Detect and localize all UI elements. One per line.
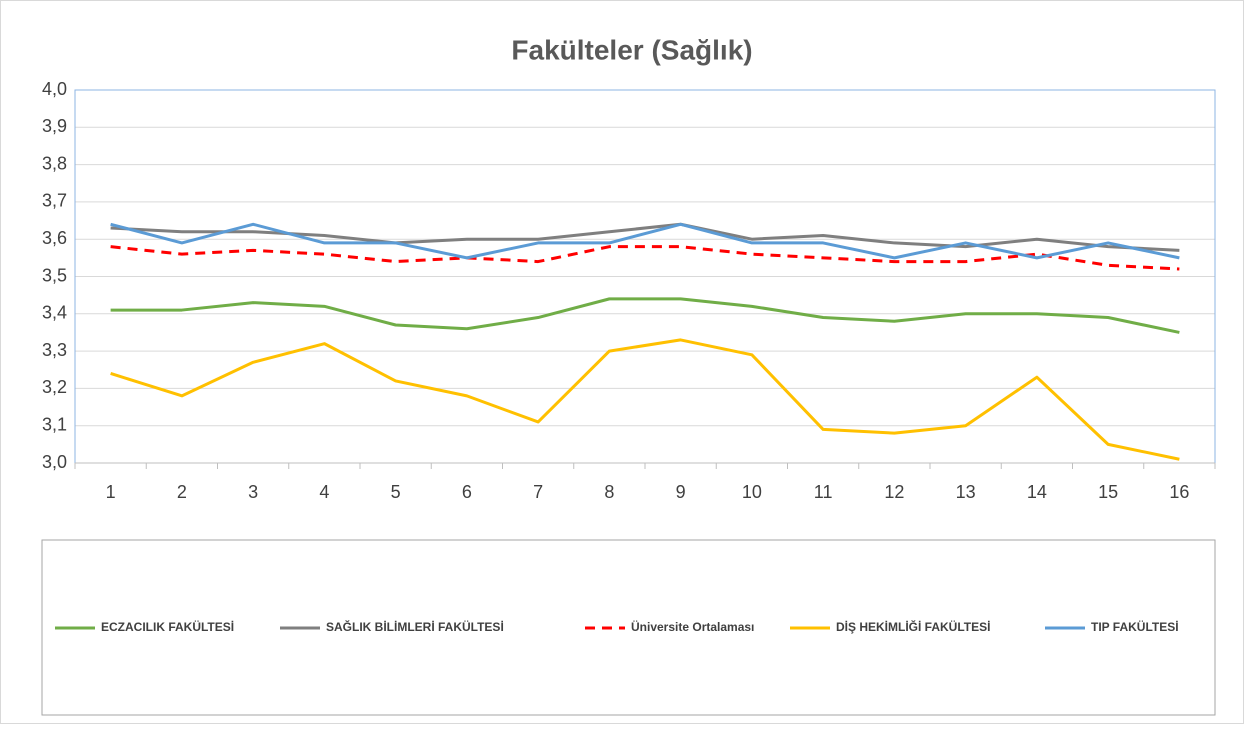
x-tick-label: 11 xyxy=(814,482,833,502)
x-tick-label: 14 xyxy=(1027,482,1047,502)
y-tick-label: 3,2 xyxy=(42,377,67,397)
x-tick-label: 15 xyxy=(1098,482,1118,502)
legend-label: DİŞ HEKİMLİĞİ FAKÜLTESİ xyxy=(836,619,990,634)
series-line xyxy=(110,338,1180,461)
x-tick-label: 4 xyxy=(319,482,329,502)
legend-label: ECZACILIK FAKÜLTESİ xyxy=(101,619,234,634)
y-tick-label: 3,5 xyxy=(42,265,67,285)
chart-title: Fakülteler (Sağlık) xyxy=(511,34,752,65)
x-tick-label: 16 xyxy=(1169,482,1189,502)
x-tick-label: 8 xyxy=(604,482,614,502)
y-tick-label: 3,7 xyxy=(42,191,67,211)
y-tick-label: 3,6 xyxy=(42,228,67,248)
legend-label: SAĞLIK BİLİMLERİ FAKÜLTESİ xyxy=(326,619,504,634)
x-tick-label: 6 xyxy=(462,482,472,502)
x-tick-label: 5 xyxy=(391,482,401,502)
x-tick-label: 13 xyxy=(956,482,976,502)
y-tick-label: 3,4 xyxy=(42,303,67,323)
y-tick-label: 3,8 xyxy=(42,153,67,173)
series-line xyxy=(110,297,1180,334)
y-tick-label: 3,0 xyxy=(42,452,67,472)
y-tick-label: 4,0 xyxy=(42,79,67,99)
x-tick-label: 9 xyxy=(676,482,686,502)
legend-label: Üniversite Ortalaması xyxy=(631,619,754,634)
x-tick-label: 1 xyxy=(106,482,116,502)
x-tick-label: 10 xyxy=(742,482,762,502)
x-tick-label: 2 xyxy=(177,482,187,502)
x-tick-label: 7 xyxy=(533,482,543,502)
x-tick-label: 3 xyxy=(248,482,258,502)
legend-label: TIP FAKÜLTESİ xyxy=(1091,619,1179,634)
x-tick-label: 12 xyxy=(884,482,904,502)
series-line xyxy=(110,245,1180,271)
y-tick-label: 3,3 xyxy=(42,340,67,360)
legend-box xyxy=(41,539,1216,716)
series-line xyxy=(110,222,1180,260)
y-tick-label: 3,1 xyxy=(42,414,67,434)
y-tick-label: 3,9 xyxy=(42,116,67,136)
